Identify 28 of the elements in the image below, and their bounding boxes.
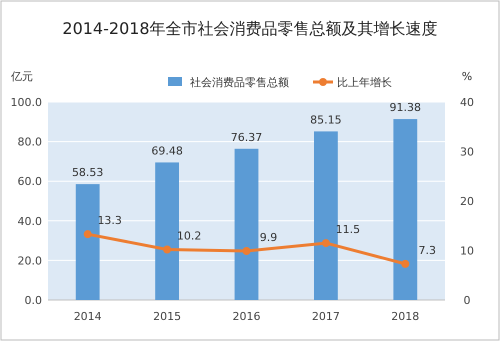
data-label: 9.9 <box>260 231 278 244</box>
y2tick: 0 <box>464 294 470 307</box>
ytick: 100.0 <box>10 96 42 109</box>
data-label: 76.37 <box>230 130 262 144</box>
ytick: 60.0 <box>18 175 42 188</box>
legend-text: 社会消费品零售总额 <box>190 76 289 89</box>
y2tick: 10 <box>460 244 474 258</box>
title: 2014-2018年全市社会消费品零售总额及其增长速度 <box>61 18 439 40</box>
y2tick: 20 <box>460 195 474 208</box>
data-label: 7.3 <box>418 244 436 257</box>
data-label: 91.38 <box>390 101 422 114</box>
ylabel: 亿元 <box>11 70 33 83</box>
ytick: 80.0 <box>18 136 42 149</box>
data-label: 85.15 <box>310 113 342 126</box>
xtick: 2014 <box>74 310 102 323</box>
legend-text: 比上年增长 <box>337 76 392 89</box>
y2tick: 30 <box>460 146 474 158</box>
xtick: 2017 <box>312 310 340 323</box>
xtick: 2016 <box>232 310 260 323</box>
y2tick: 40 <box>460 96 474 109</box>
ytick: 40.0 <box>18 214 42 228</box>
data-label: 69.48 <box>151 144 183 158</box>
ytick: 0.0 <box>24 294 42 307</box>
y2label: % <box>462 70 472 83</box>
ytick: 20.0 <box>18 254 42 268</box>
data-label: 58.53 <box>72 166 104 180</box>
xtick: 2015 <box>153 310 182 323</box>
xtick: 2018 <box>391 310 420 323</box>
